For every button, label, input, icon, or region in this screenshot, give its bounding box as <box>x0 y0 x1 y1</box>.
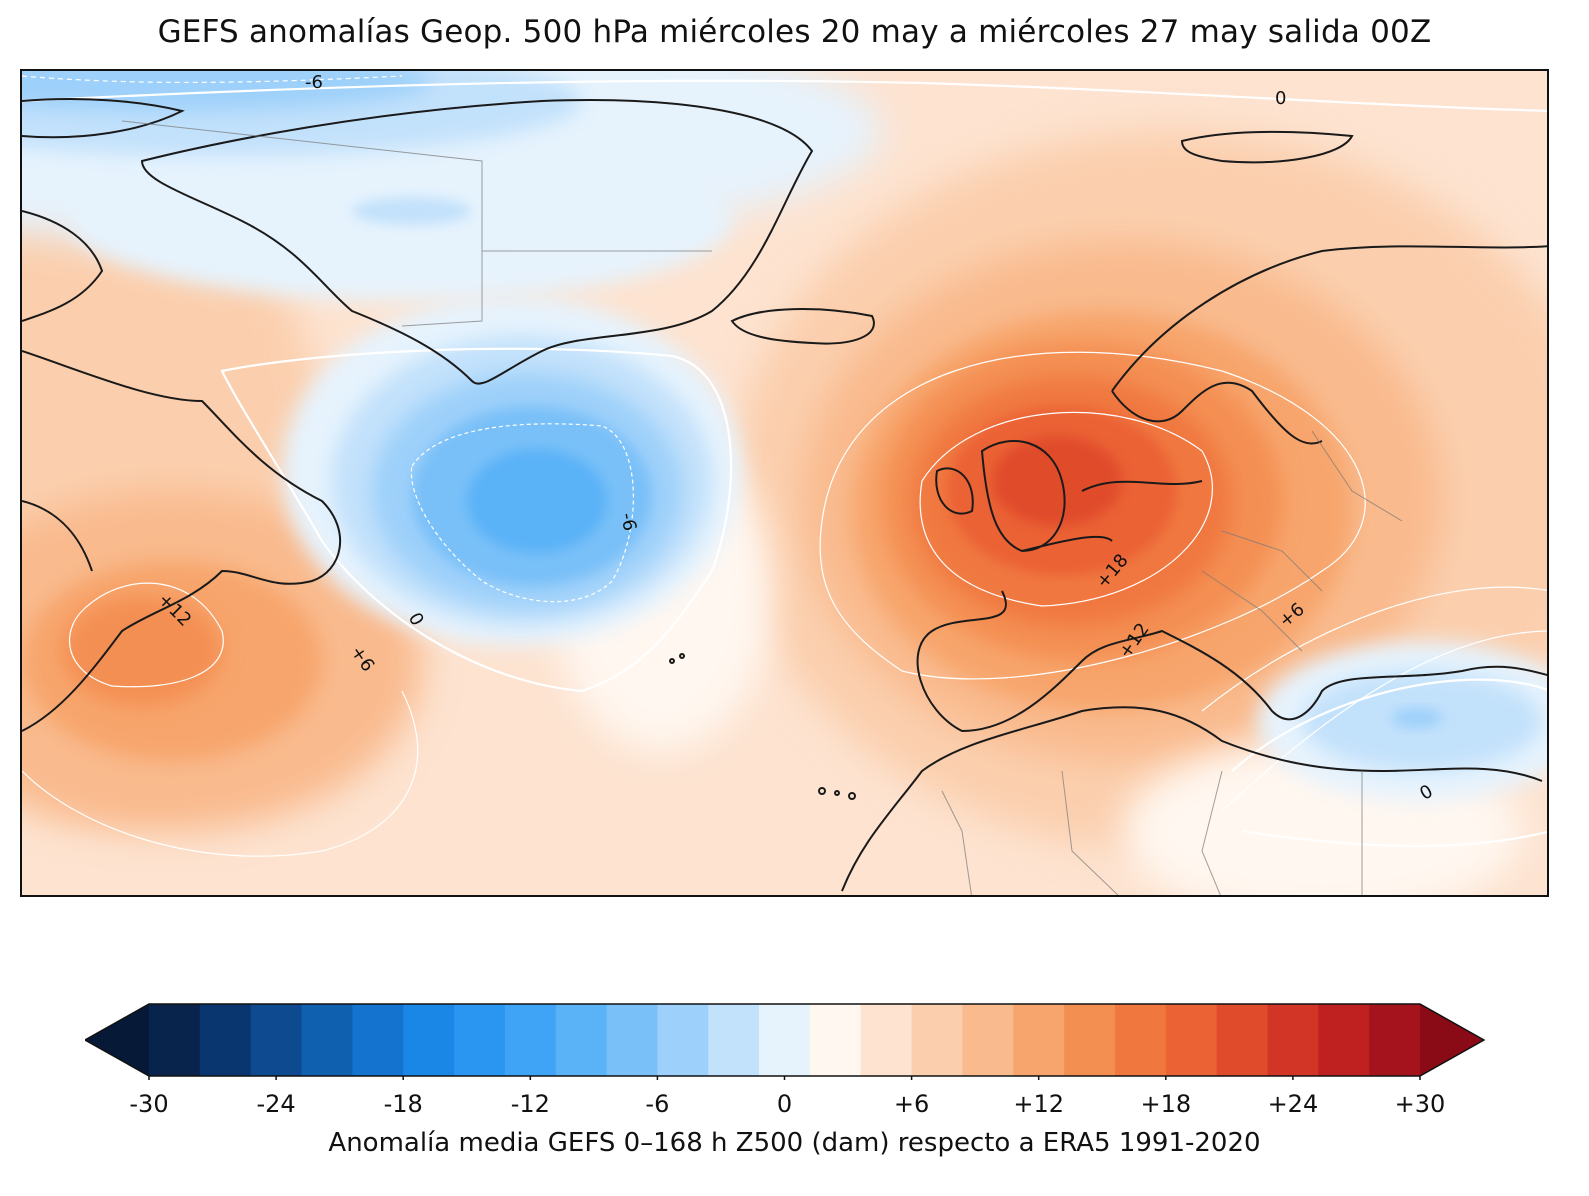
country-borders <box>121 120 1403 895</box>
contour-label-zero-north: 0 <box>1275 88 1286 109</box>
colorbar-segment <box>250 1004 303 1076</box>
colorbar-segment <box>555 1004 608 1076</box>
colorbar-tick-label: 0 <box>776 1090 793 1118</box>
colorbar-tick-label: -18 <box>383 1090 423 1118</box>
colorbar-segment <box>657 1004 709 1076</box>
colorbar-segment <box>1165 1004 1218 1076</box>
colorbar-segment <box>860 1004 913 1076</box>
colorbar-tick-label: +24 <box>1267 1090 1319 1118</box>
colorbar-tick-label: +6 <box>893 1090 930 1118</box>
colorbar-under-arrow <box>85 1004 149 1076</box>
colorbar-label: Anomalía media GEFS 0–168 h Z500 (dam) r… <box>328 1128 1261 1158</box>
colorbar-segment <box>1216 1004 1269 1076</box>
colorbar-segments <box>149 1004 1421 1076</box>
colorbar-tick-label: -30 <box>129 1090 169 1118</box>
colorbar-segment <box>1267 1004 1319 1076</box>
colorbar-tick-label: +18 <box>1140 1090 1192 1118</box>
colorbar-segment <box>352 1004 404 1076</box>
colorbar-segment <box>504 1004 557 1076</box>
contour-label-minus6-north: -6 <box>305 72 323 93</box>
anomaly-field: -6 0 -6 0 +12 +6 +18 +12 +6 0 <box>22 71 1547 895</box>
colorbar-segment <box>149 1004 201 1076</box>
colorbar-tick-label: -12 <box>510 1090 550 1118</box>
map-title: GEFS anomalías Geop. 500 hPa miércoles 2… <box>157 14 1432 50</box>
coastlines <box>22 98 1547 892</box>
colorbar-segment <box>809 1004 862 1076</box>
negative-anomaly-field <box>22 71 1547 801</box>
colorbar-segment <box>1369 1004 1421 1076</box>
contour-label-minus6-atlantic: -6 <box>616 511 640 532</box>
colorbar-tick-label: -24 <box>256 1090 296 1118</box>
colorbar-segment <box>708 1004 760 1076</box>
colorbar-tick-label: +30 <box>1394 1090 1446 1118</box>
colorbar-segment <box>1318 1004 1370 1076</box>
colorbar <box>85 1003 1485 1080</box>
anomaly-map: -6 0 -6 0 +12 +6 +18 +12 +6 0 <box>20 69 1549 897</box>
colorbar-segment <box>199 1004 252 1076</box>
colorbar-segment <box>962 1004 1014 1076</box>
colorbar-segment <box>759 1004 811 1076</box>
colorbar-ticks <box>148 1076 1421 1080</box>
colorbar-segment <box>301 1004 353 1076</box>
colorbar-segment <box>403 1004 455 1076</box>
colorbar-segment <box>911 1004 964 1076</box>
colorbar-segment <box>606 1004 658 1076</box>
colorbar-segment <box>454 1004 506 1076</box>
colorbar-segment <box>1064 1004 1116 1076</box>
colorbar-tick-labels: -30 -24 -18 -12 -6 0 +6 +12 +18 +24 +30 <box>0 1090 1589 1124</box>
colorbar-tick-label: +12 <box>1013 1090 1065 1118</box>
colorbar-segment <box>1013 1004 1065 1076</box>
colorbar-tick-label: -6 <box>645 1090 670 1118</box>
contour-lines <box>22 75 1547 857</box>
colorbar-segment <box>1114 1004 1167 1076</box>
colorbar-over-arrow <box>1420 1004 1484 1076</box>
